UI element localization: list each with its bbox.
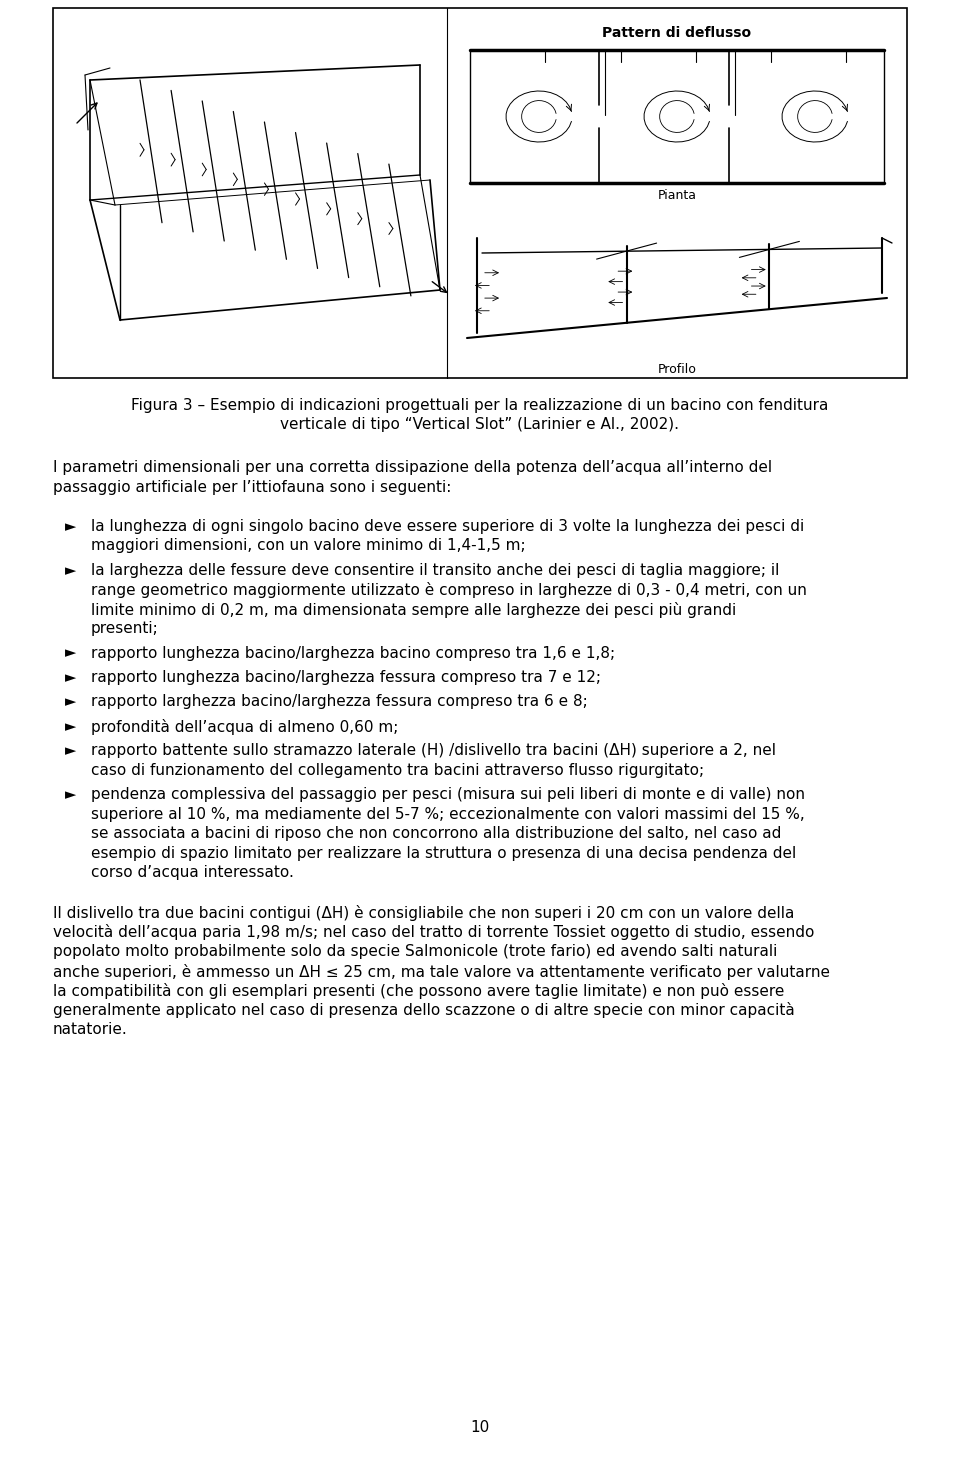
Bar xyxy=(53,7,907,378)
Text: limite minimo di 0,2 m, ma dimensionata sempre alle larghezze dei pesci più gran: limite minimo di 0,2 m, ma dimensionata … xyxy=(91,601,736,617)
Text: presenti;: presenti; xyxy=(91,622,158,636)
Text: Il dislivello tra due bacini contigui (ΔH) è consigliabile che non superi i 20 c: Il dislivello tra due bacini contigui (Δ… xyxy=(53,905,794,921)
Text: ►: ► xyxy=(65,563,76,578)
Text: range geometrico maggiormente utilizzato è compreso in larghezze di 0,3 - 0,4 me: range geometrico maggiormente utilizzato… xyxy=(91,582,806,598)
Text: superiore al 10 %, ma mediamente del 5-7 %; eccezionalmente con valori massimi d: superiore al 10 %, ma mediamente del 5-7… xyxy=(91,807,804,821)
Text: verticale di tipo “Vertical Slot” (Larinier e Al., 2002).: verticale di tipo “Vertical Slot” (Larin… xyxy=(280,417,680,432)
Text: 10: 10 xyxy=(470,1420,490,1436)
Text: ►: ► xyxy=(65,786,76,802)
Text: Figura 3 – Esempio di indicazioni progettuali per la realizzazione di un bacino : Figura 3 – Esempio di indicazioni proget… xyxy=(132,398,828,413)
Text: se associata a bacini di riposo che non concorrono alla distribuzione del salto,: se associata a bacini di riposo che non … xyxy=(91,826,781,840)
Text: caso di funzionamento del collegamento tra bacini attraverso flusso rigurgitato;: caso di funzionamento del collegamento t… xyxy=(91,763,704,778)
Text: la larghezza delle fessure deve consentire il transito anche dei pesci di taglia: la larghezza delle fessure deve consenti… xyxy=(91,563,780,578)
Text: I parametri dimensionali per una corretta dissipazione della potenza dell’acqua : I parametri dimensionali per una corrett… xyxy=(53,461,772,476)
Text: anche superiori, è ammesso un ΔH ≤ 25 cm, ma tale valore va attentamente verific: anche superiori, è ammesso un ΔH ≤ 25 cm… xyxy=(53,963,830,979)
Text: passaggio artificiale per l’ittiofauna sono i seguenti:: passaggio artificiale per l’ittiofauna s… xyxy=(53,480,451,495)
Text: maggiori dimensioni, con un valore minimo di 1,4-1,5 m;: maggiori dimensioni, con un valore minim… xyxy=(91,538,526,553)
Text: rapporto lunghezza bacino/larghezza fessura compreso tra 7 e 12;: rapporto lunghezza bacino/larghezza fess… xyxy=(91,670,601,686)
Text: rapporto lunghezza bacino/larghezza bacino compreso tra 1,6 e 1,8;: rapporto lunghezza bacino/larghezza baci… xyxy=(91,646,615,661)
Text: generalmente applicato nel caso di presenza dello scazzone o di altre specie con: generalmente applicato nel caso di prese… xyxy=(53,1002,795,1018)
Text: velocità dell’acqua paria 1,98 m/s; nel caso del tratto di torrente Tossiet ogge: velocità dell’acqua paria 1,98 m/s; nel … xyxy=(53,925,814,941)
Text: la lunghezza di ogni singolo bacino deve essere superiore di 3 volte la lunghezz: la lunghezza di ogni singolo bacino deve… xyxy=(91,519,804,534)
Text: corso d’acqua interessato.: corso d’acqua interessato. xyxy=(91,865,294,880)
Text: ►: ► xyxy=(65,519,76,534)
Text: popolato molto probabilmente solo da specie Salmonicole (trote fario) ed avendo : popolato molto probabilmente solo da spe… xyxy=(53,944,778,959)
Text: profondità dell’acqua di almeno 0,60 m;: profondità dell’acqua di almeno 0,60 m; xyxy=(91,719,398,735)
Text: ►: ► xyxy=(65,743,76,759)
Text: ►: ► xyxy=(65,646,76,661)
Text: rapporto battente sullo stramazzo laterale (H) /dislivello tra bacini (ΔH) super: rapporto battente sullo stramazzo latera… xyxy=(91,743,776,759)
Text: ►: ► xyxy=(65,719,76,734)
Text: pendenza complessiva del passaggio per pesci (misura sui peli liberi di monte e : pendenza complessiva del passaggio per p… xyxy=(91,786,805,802)
Text: la compatibilità con gli esemplari presenti (che possono avere taglie limitate) : la compatibilità con gli esemplari prese… xyxy=(53,983,784,999)
Text: Pianta: Pianta xyxy=(658,190,697,201)
Text: esempio di spazio limitato per realizzare la struttura o presenza di una decisa : esempio di spazio limitato per realizzar… xyxy=(91,846,796,861)
Text: Pattern di deflusso: Pattern di deflusso xyxy=(603,26,752,39)
Text: ►: ► xyxy=(65,694,76,709)
Text: ►: ► xyxy=(65,670,76,686)
Text: Profilo: Profilo xyxy=(658,363,696,376)
Text: rapporto larghezza bacino/larghezza fessura compreso tra 6 e 8;: rapporto larghezza bacino/larghezza fess… xyxy=(91,694,588,709)
Text: natatorie.: natatorie. xyxy=(53,1021,128,1037)
